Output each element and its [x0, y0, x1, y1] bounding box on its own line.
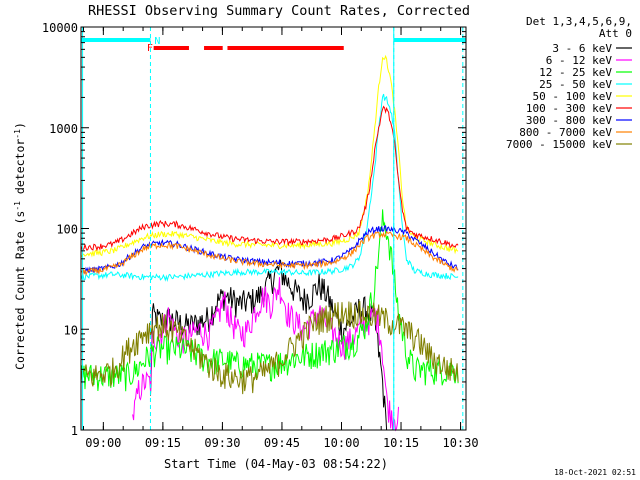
y-tick-label: 100	[56, 223, 78, 237]
y-tick-label: 10	[64, 323, 78, 337]
y-axis-label: Corrected Count Rate (s-1 detector-1)	[13, 122, 27, 370]
y-tick-label: 10000	[42, 21, 78, 35]
y-axis-label-main: Corrected Count Rate (s	[13, 211, 27, 370]
x-tick-label: 10:30	[442, 436, 478, 450]
flare-flag-label: F	[147, 43, 153, 54]
flare-segment-3	[227, 46, 344, 50]
legend-label-1: 3 - 6 keV	[552, 42, 612, 55]
x-tick-label: 10:15	[383, 436, 419, 450]
y-axis-label-sup1: -1	[13, 201, 22, 211]
series-line-5	[80, 54, 459, 258]
plot-area: FN 1 10 100 1000 10000 09:00 09:15 09:30 09:45 10:…	[42, 21, 479, 450]
y-tick-label: 1	[71, 424, 78, 438]
flare-segment-2	[204, 46, 223, 50]
x-tick-label: 10:00	[323, 436, 359, 450]
series-line-2	[132, 277, 399, 432]
legend-label-9: 7000 - 15000 keV	[506, 138, 612, 151]
series-line-3	[80, 209, 459, 392]
x-tick-label: 09:45	[264, 436, 300, 450]
series-line-4	[80, 93, 459, 282]
legend-label-5: 50 - 100 keV	[533, 90, 613, 103]
series-group	[80, 54, 459, 432]
x-tick-label: 09:00	[85, 436, 121, 450]
y-axis-label-sup2: -1	[13, 129, 22, 139]
legend-label-3: 12 - 25 keV	[539, 66, 612, 79]
y-tick-label: 1000	[49, 122, 78, 136]
saa-bar-1	[81, 38, 151, 42]
legend-label-4: 25 - 50 keV	[539, 78, 612, 91]
series-line-6	[80, 105, 459, 252]
series-line-7	[80, 225, 459, 274]
x-axis-label: Start Time (04-May-03 08:54:22)	[164, 457, 388, 471]
legend-label-2: 6 - 12 keV	[546, 54, 613, 67]
x-tick-label: 09:15	[145, 436, 181, 450]
legend-header-line1: Det 1,3,4,5,6,9,	[526, 15, 632, 28]
footer-timestamp: 18-Oct-2021 02:51	[554, 468, 636, 477]
chart-title: RHESSI Observing Summary Count Rates, Co…	[88, 3, 470, 19]
saa-bar-2	[393, 38, 466, 42]
flare-segment-1	[153, 46, 189, 50]
legend-label-7: 300 - 800 keV	[526, 114, 612, 127]
series-line-9	[80, 300, 459, 395]
y-axis-label-end: )	[13, 122, 27, 129]
legend-label-8: 800 - 7000 keV	[519, 126, 612, 139]
night-flag-label: N	[154, 36, 160, 47]
series-line-8	[80, 230, 459, 276]
legend-label-6: 100 - 300 keV	[526, 102, 612, 115]
legend-header-line2: Att 0	[599, 27, 632, 40]
y-axis-label-mid: detector	[13, 139, 27, 201]
x-tick-label: 09:30	[204, 436, 240, 450]
